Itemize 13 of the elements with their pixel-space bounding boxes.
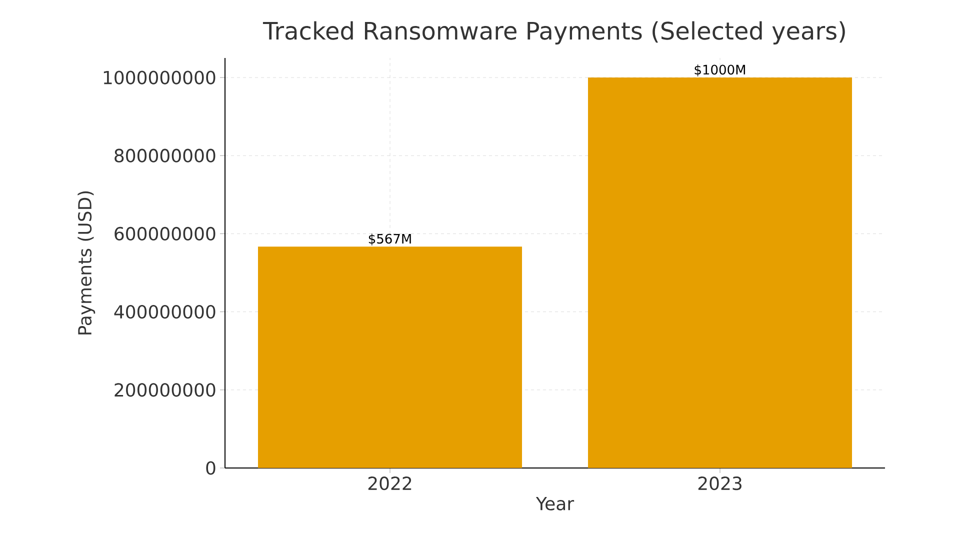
data-label: $567M	[368, 234, 411, 246]
chart-title: Tracked Ransomware Payments (Selected years)	[262, 21, 845, 44]
y-tick-label: 600000000	[114, 226, 216, 241]
x-tick-label: 2022	[368, 476, 412, 490]
y-tick-label: 800000000	[114, 148, 216, 162]
x-tick-label: 2023	[698, 476, 742, 490]
data-label: $1000M	[694, 64, 746, 76]
y-tick-label: 0	[206, 461, 216, 475]
y-tick-label: 200000000	[114, 383, 216, 397]
y-axis-title: Payments (USD)	[78, 191, 96, 334]
y-tick-label: 400000000	[114, 305, 216, 319]
x-axis-title: Year	[536, 497, 574, 510]
y-tick-label: 1000000000	[104, 70, 216, 84]
